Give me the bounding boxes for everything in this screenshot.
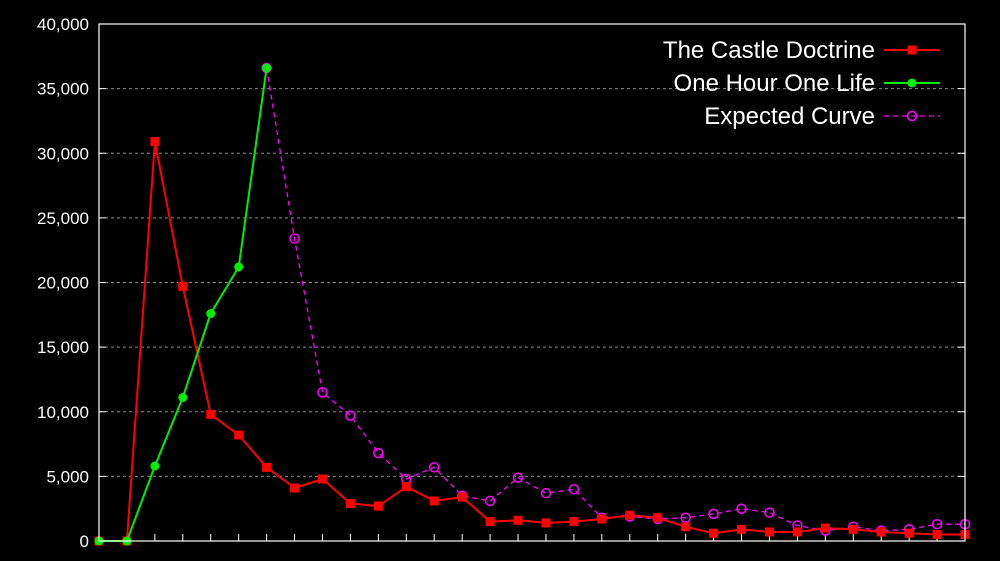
data-point bbox=[792, 527, 802, 537]
series-the-castle-doctrine bbox=[94, 137, 970, 546]
data-point bbox=[317, 387, 328, 398]
legend-label: The Castle Doctrine bbox=[663, 37, 875, 64]
data-point bbox=[569, 517, 579, 527]
y-tick-label: 30,000 bbox=[37, 144, 89, 163]
legend-marker bbox=[907, 78, 917, 88]
y-axis: 0 5,000 10,000 15,000 20,000 25,000 30,000 35,0… bbox=[37, 15, 966, 551]
legend-item-expected-curve: Expected Curve bbox=[704, 103, 940, 130]
data-point bbox=[428, 462, 440, 473]
data-point bbox=[932, 530, 942, 540]
legend-marker bbox=[906, 110, 918, 122]
data-point bbox=[848, 524, 858, 534]
y-tick-label: 5,000 bbox=[46, 467, 89, 486]
plot-area bbox=[94, 62, 971, 546]
data-point bbox=[513, 515, 523, 525]
data-point bbox=[568, 484, 580, 495]
series-line bbox=[99, 67, 268, 542]
legend-item-one-hour-one-life: One Hour One Life bbox=[674, 70, 940, 97]
y-tick-label: 0 bbox=[80, 532, 89, 551]
data-point bbox=[429, 496, 439, 506]
legend-label: Expected Curve bbox=[704, 103, 875, 130]
data-point bbox=[262, 63, 272, 73]
data-point bbox=[484, 495, 496, 507]
data-point bbox=[373, 501, 383, 511]
y-tick-label: 40,000 bbox=[37, 15, 89, 34]
data-point bbox=[457, 492, 467, 502]
y-tick-label: 15,000 bbox=[37, 338, 89, 357]
y-tick-label: 25,000 bbox=[37, 209, 89, 228]
data-point bbox=[373, 447, 384, 459]
data-point bbox=[820, 523, 830, 533]
data-point bbox=[876, 527, 886, 537]
data-point bbox=[401, 482, 411, 492]
legend-marker bbox=[907, 45, 917, 55]
series-expected-curve bbox=[261, 62, 971, 536]
data-point bbox=[709, 528, 719, 538]
y-tick-label: 35,000 bbox=[37, 80, 89, 99]
series-one-hour-one-life bbox=[94, 63, 272, 546]
legend: The Castle Doctrine One Hour One Life Expe… bbox=[663, 37, 940, 130]
data-point bbox=[541, 518, 551, 528]
series-line bbox=[99, 140, 965, 542]
data-point bbox=[345, 499, 355, 509]
data-point bbox=[178, 393, 188, 403]
data-point bbox=[150, 461, 160, 471]
data-point bbox=[737, 524, 747, 534]
data-point bbox=[904, 528, 914, 538]
data-point bbox=[234, 262, 244, 272]
data-point bbox=[681, 522, 691, 532]
data-point bbox=[512, 472, 524, 483]
data-point bbox=[485, 517, 495, 527]
plot-frame bbox=[98, 23, 966, 542]
data-point bbox=[178, 281, 188, 291]
data-point bbox=[262, 462, 272, 472]
legend-label: One Hour One Life bbox=[674, 70, 875, 97]
data-point bbox=[764, 527, 774, 537]
data-point bbox=[653, 513, 663, 523]
legend-item-the-castle-doctrine: The Castle Doctrine bbox=[663, 37, 940, 64]
y-tick-label: 20,000 bbox=[37, 274, 89, 293]
data-point bbox=[736, 503, 747, 514]
data-point bbox=[234, 430, 244, 440]
data-point bbox=[597, 514, 607, 524]
series-line bbox=[265, 67, 965, 532]
data-point bbox=[290, 483, 300, 493]
data-point bbox=[289, 233, 300, 244]
data-point bbox=[345, 410, 356, 421]
data-point bbox=[680, 512, 691, 523]
data-point bbox=[540, 487, 552, 499]
data-point bbox=[317, 474, 327, 484]
data-point bbox=[708, 508, 719, 520]
data-point bbox=[625, 510, 635, 520]
data-point bbox=[206, 309, 216, 319]
data-point bbox=[206, 409, 216, 419]
grid-lines bbox=[99, 88, 965, 477]
y-tick-label: 10,000 bbox=[37, 403, 89, 422]
data-point bbox=[931, 518, 943, 530]
data-point bbox=[764, 507, 775, 518]
data-point bbox=[150, 137, 160, 147]
